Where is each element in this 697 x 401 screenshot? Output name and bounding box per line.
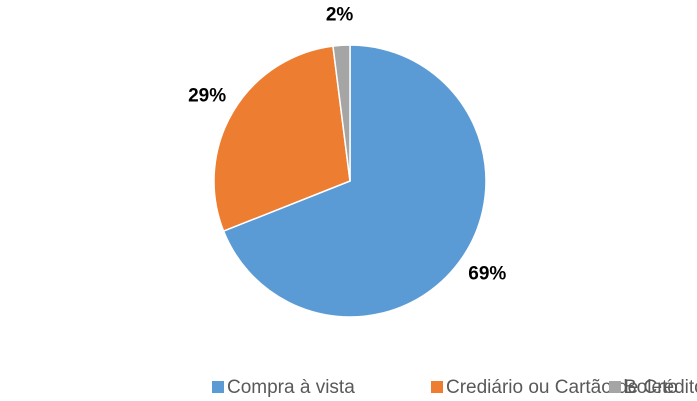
- legend-swatch: [609, 381, 621, 393]
- data-label: 69%: [468, 263, 506, 284]
- pie-slice: [332, 44, 351, 182]
- pie-slice: [222, 44, 487, 318]
- pie-slice: [213, 45, 351, 233]
- legend-swatch: [212, 381, 224, 393]
- data-label: 2%: [326, 4, 354, 25]
- legend-label: Boleto: [624, 377, 678, 398]
- legend-swatch: [431, 381, 443, 393]
- legend-label: Crediário ou Cartão de Crédito: [446, 377, 697, 398]
- legend-label: Compra à vista: [227, 377, 355, 398]
- data-label: 29%: [188, 86, 226, 107]
